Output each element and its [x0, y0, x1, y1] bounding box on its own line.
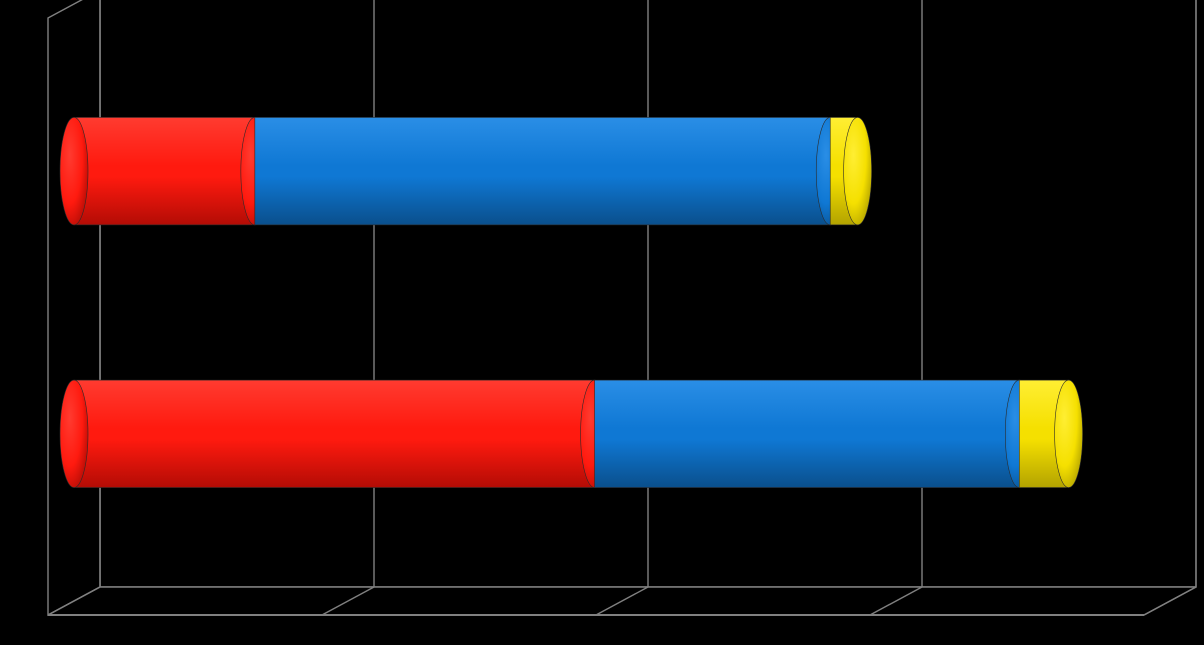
segment-end-cap	[1055, 380, 1083, 487]
chart-svg	[0, 0, 1204, 645]
bar-row-b	[60, 117, 872, 224]
stacked-bar-chart	[0, 0, 1204, 645]
segment-s2	[255, 117, 830, 224]
segment-s1	[74, 117, 255, 224]
bar-row-a	[60, 380, 1083, 487]
segment-s1	[74, 380, 595, 487]
segment-end-cap	[844, 117, 872, 224]
bar-left-cap	[60, 380, 88, 487]
bar-left-cap	[60, 117, 88, 224]
segment-s2	[595, 380, 1020, 487]
